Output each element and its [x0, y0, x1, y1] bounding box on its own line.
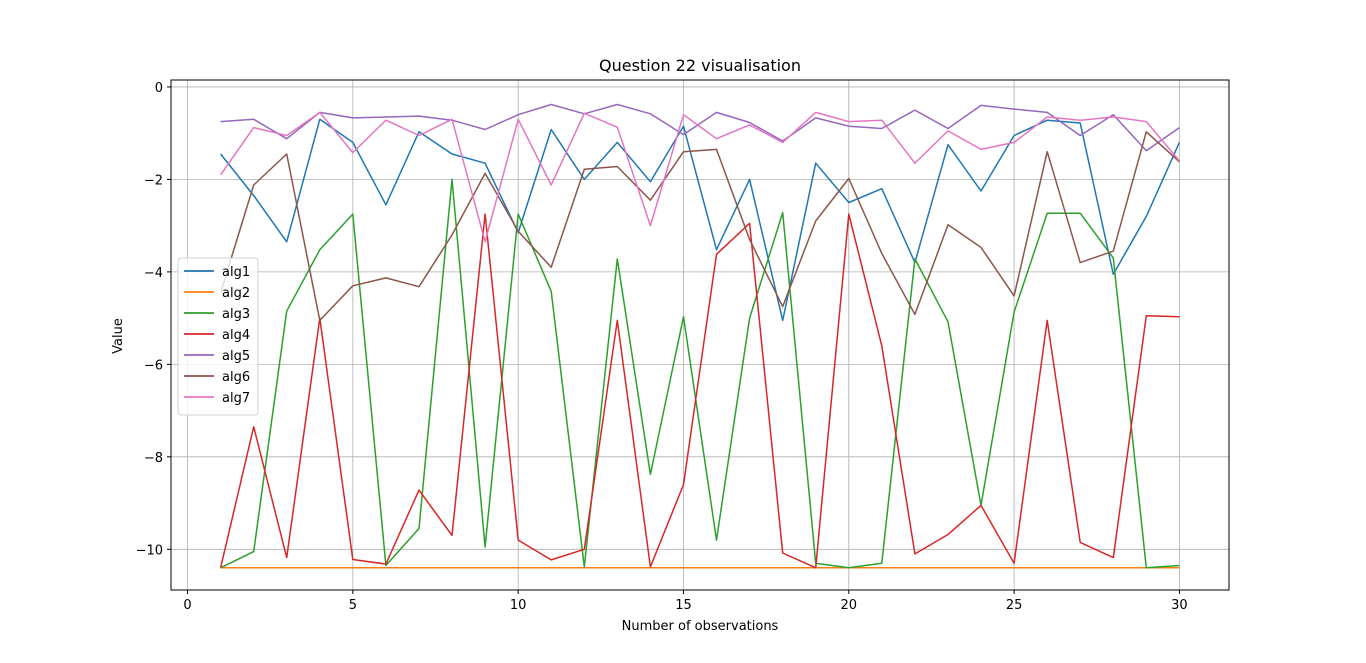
legend-label-alg2: alg2: [222, 286, 250, 301]
grid: [171, 80, 1229, 590]
y-tick-label: −6: [144, 358, 163, 373]
y-axis-label: Value: [111, 318, 126, 354]
y-tick-label: 0: [155, 81, 163, 96]
legend-label-alg1: alg1: [222, 265, 250, 280]
chart-title: Question 22 visualisation: [599, 56, 801, 75]
legend-label-alg7: alg7: [222, 391, 250, 406]
series-line-alg1: [220, 118, 1181, 322]
series-lines: [219, 103, 1181, 569]
x-tick-label: 25: [1006, 598, 1023, 613]
y-tick-label: −2: [144, 173, 163, 188]
legend-label-alg6: alg6: [222, 370, 250, 385]
legend-label-alg4: alg4: [222, 328, 250, 343]
x-tick-label: 0: [183, 598, 191, 613]
x-tick-label: 15: [675, 598, 692, 613]
series-line-alg7: [219, 111, 1180, 243]
legend-label-alg5: alg5: [222, 349, 250, 364]
series-line-alg3: [220, 178, 1180, 569]
x-tick-label: 30: [1171, 598, 1188, 613]
series-line-alg4: [219, 213, 1180, 569]
x-tick-label: 20: [841, 598, 858, 613]
y-tick-label: −8: [144, 451, 163, 466]
series-line-alg5: [220, 103, 1180, 152]
series-line-alg6: [219, 131, 1180, 322]
plot-frame: [170, 79, 1230, 591]
x-tick-label: 10: [510, 598, 527, 613]
y-tick-label: −4: [144, 266, 163, 281]
x-tick-label: 5: [349, 598, 357, 613]
legend-label-alg3: alg3: [222, 307, 250, 322]
legend: alg1 alg2 alg3 alg4 alg5 alg6 alg7: [177, 257, 259, 416]
x-axis-label: Number of observations: [622, 619, 779, 634]
axis-ticks: 0 5 10 15 20 25 30 0 −2 −4 −6 −8 −10: [136, 81, 1188, 613]
y-tick-label: −10: [136, 543, 163, 558]
